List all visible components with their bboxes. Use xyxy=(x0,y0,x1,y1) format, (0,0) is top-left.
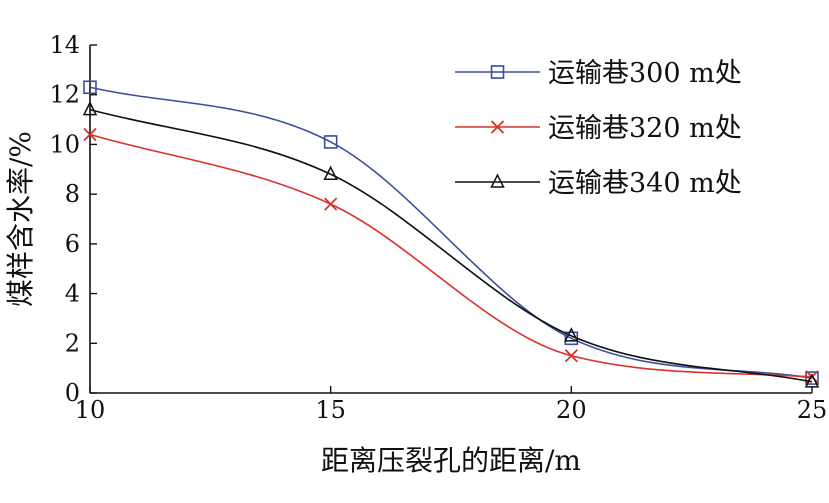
axes xyxy=(89,45,812,394)
x-tick-label: 20 xyxy=(556,396,587,424)
data-point xyxy=(82,100,98,116)
legend-label: 运输巷340 m处 xyxy=(548,168,742,199)
series-line xyxy=(89,86,813,379)
data-point xyxy=(323,165,338,181)
data-point xyxy=(564,327,579,342)
series-2 xyxy=(83,127,819,384)
series-3 xyxy=(82,100,820,388)
x-marker-stroke xyxy=(490,120,505,134)
y-tick-label: 4 xyxy=(65,280,80,308)
data-point xyxy=(323,135,338,149)
x-ticks: 10 15 20 25 xyxy=(75,386,828,424)
y-tick-label: 2 xyxy=(65,329,80,357)
y-ticks: 0 2 4 6 8 10 12 14 xyxy=(49,31,97,407)
data-point xyxy=(324,197,338,211)
x-marker-stroke xyxy=(324,197,338,211)
legend-label: 运输巷300 m处 xyxy=(548,58,742,89)
legend-marker xyxy=(490,65,505,79)
x-tick-label: 10 xyxy=(75,396,106,424)
series-line xyxy=(89,108,813,383)
data-point xyxy=(564,349,578,363)
x-marker-stroke xyxy=(564,349,578,363)
y-tick-label: 14 xyxy=(49,31,80,59)
series-line xyxy=(89,133,813,378)
data-point xyxy=(805,371,819,385)
data-point xyxy=(804,373,820,388)
legend-item-2: 运输巷320 m处 xyxy=(455,113,742,144)
legend-item-3: 运输巷340 m处 xyxy=(455,168,742,199)
y-tick-label: 12 xyxy=(49,81,80,109)
y-tick-label: 0 xyxy=(65,379,80,407)
y-tick-label: 8 xyxy=(65,180,80,208)
y-tick-label: 6 xyxy=(65,230,80,258)
y-tick-label: 10 xyxy=(49,130,80,158)
data-point xyxy=(83,80,97,95)
x-axis-title: 距离压裂孔的距离/m xyxy=(321,444,581,477)
legend-marker xyxy=(490,173,505,188)
x-tick-label: 25 xyxy=(797,396,828,424)
data-point xyxy=(83,127,97,142)
legend-label: 运输巷320 m处 xyxy=(548,113,742,144)
series-layer xyxy=(82,80,820,388)
legend-item-1: 运输巷300 m处 xyxy=(455,58,742,89)
series-1 xyxy=(83,80,819,385)
x-marker-stroke xyxy=(83,127,97,142)
x-tick-label: 15 xyxy=(315,396,346,424)
y-axis-title: 煤样含水率/% xyxy=(4,131,37,307)
legend-marker xyxy=(490,120,505,134)
